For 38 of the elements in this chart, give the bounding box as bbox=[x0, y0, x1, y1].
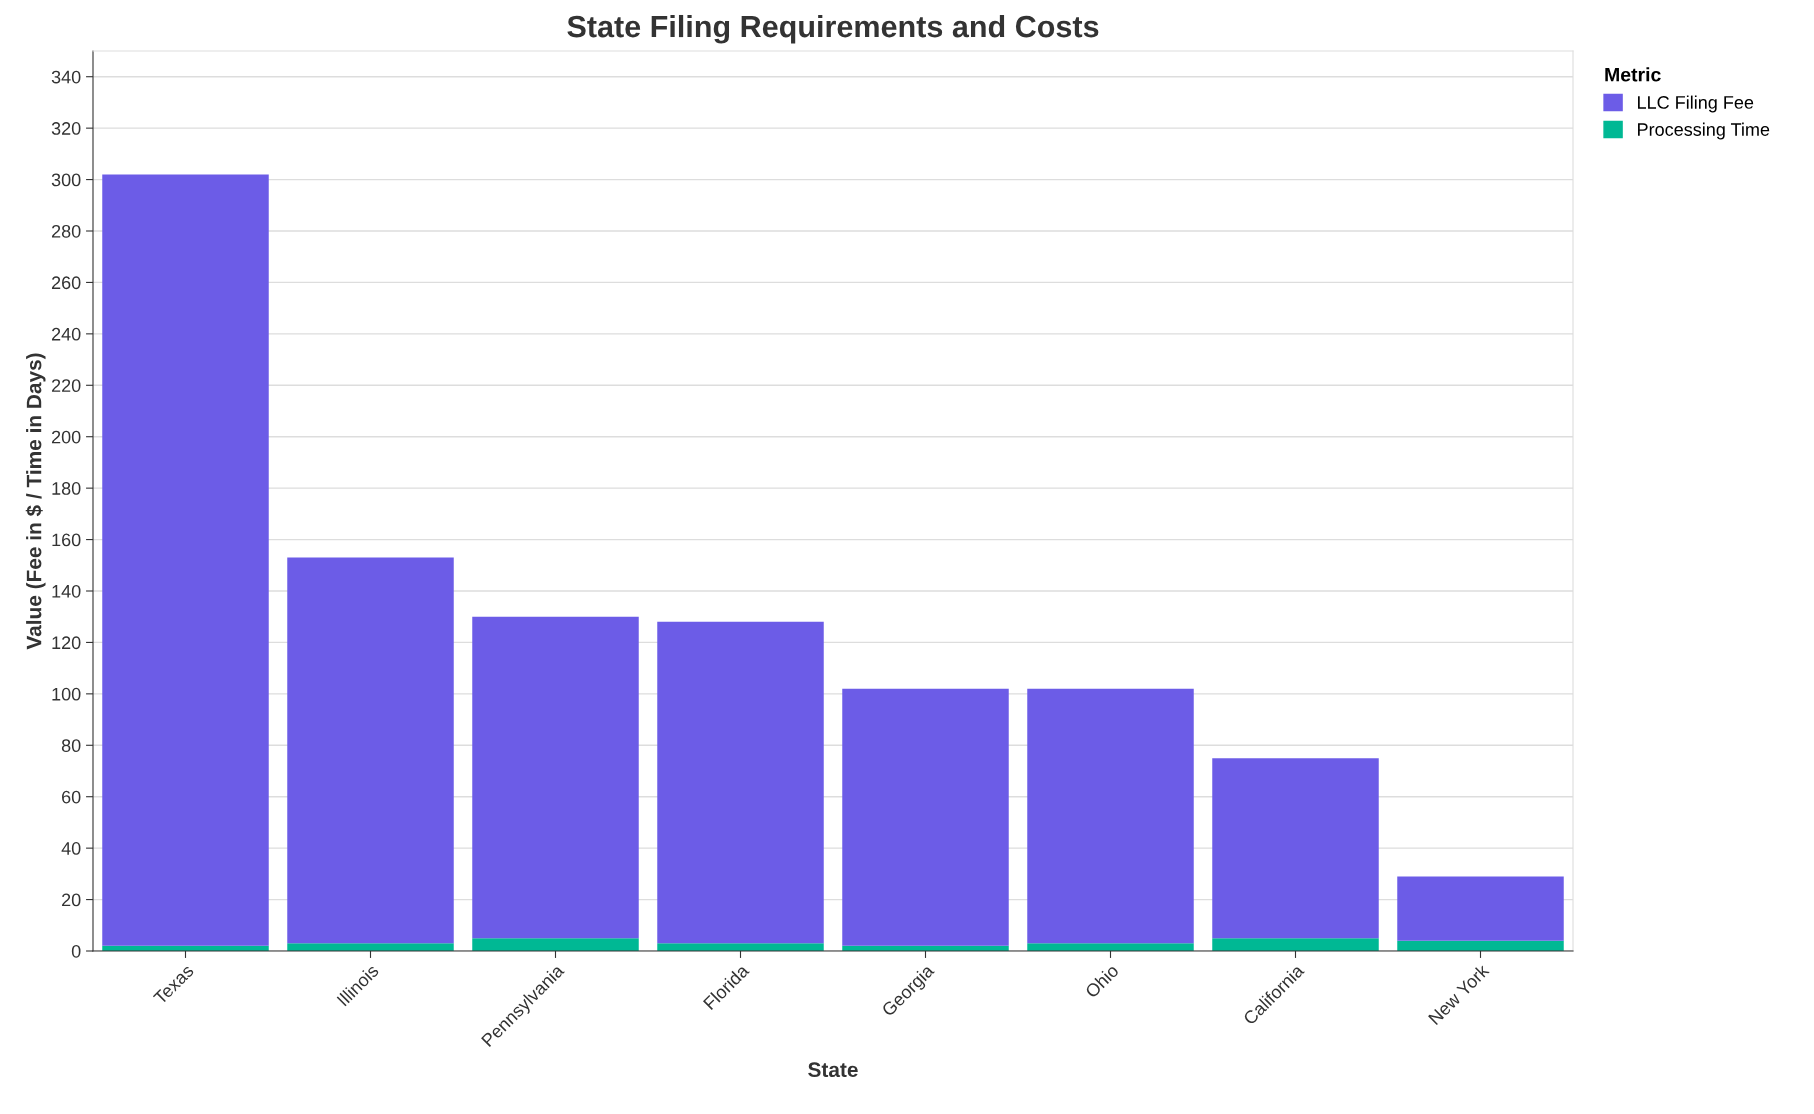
legend-title: Metric bbox=[1605, 67, 1661, 82]
bar bbox=[1027, 943, 1194, 951]
y-tick-label: 40 bbox=[61, 842, 81, 855]
y-tick-label: 100 bbox=[52, 687, 81, 701]
y-tick-label: 140 bbox=[52, 584, 81, 598]
y-tick-label: 200 bbox=[51, 430, 81, 444]
y-tick-label: 260 bbox=[51, 276, 81, 290]
y-tick-label: 80 bbox=[61, 739, 81, 753]
bar bbox=[1397, 876, 1564, 941]
y-tick-label: 160 bbox=[52, 533, 81, 547]
y-axis-title: Value (Fee in $ / Time in Days) bbox=[25, 353, 46, 650]
y-tick-label: 280 bbox=[51, 224, 81, 238]
y-tick-label: 340 bbox=[51, 70, 81, 84]
bar bbox=[472, 938, 639, 951]
y-tick-label: 20 bbox=[62, 893, 81, 907]
bar bbox=[657, 943, 824, 951]
x-tick-label: Ohio bbox=[1084, 963, 1120, 999]
legend-label: LLC Filing Fee bbox=[1638, 95, 1754, 113]
chart-title: State Filing Requirements and Costs bbox=[567, 14, 1099, 44]
bar bbox=[657, 621, 824, 944]
bar bbox=[287, 557, 454, 944]
bar bbox=[287, 943, 454, 951]
y-tick-label: 0 bbox=[71, 944, 81, 958]
y-tick-label: 220 bbox=[51, 379, 81, 393]
bar bbox=[102, 174, 269, 946]
y-tick-label: 120 bbox=[52, 636, 81, 650]
y-tick-label: 180 bbox=[52, 482, 81, 495]
bar bbox=[1212, 758, 1379, 939]
y-tick-label: 60 bbox=[62, 790, 81, 804]
bar bbox=[1027, 688, 1194, 944]
y-tick-label: 240 bbox=[51, 327, 81, 341]
bar bbox=[472, 616, 639, 939]
y-tick-label: 320 bbox=[51, 122, 81, 135]
bar bbox=[842, 688, 1009, 946]
legend-label: Processing Time bbox=[1638, 122, 1770, 140]
bar bbox=[1212, 938, 1379, 951]
x-axis-title: State bbox=[808, 1062, 858, 1078]
y-tick-label: 300 bbox=[51, 173, 81, 187]
